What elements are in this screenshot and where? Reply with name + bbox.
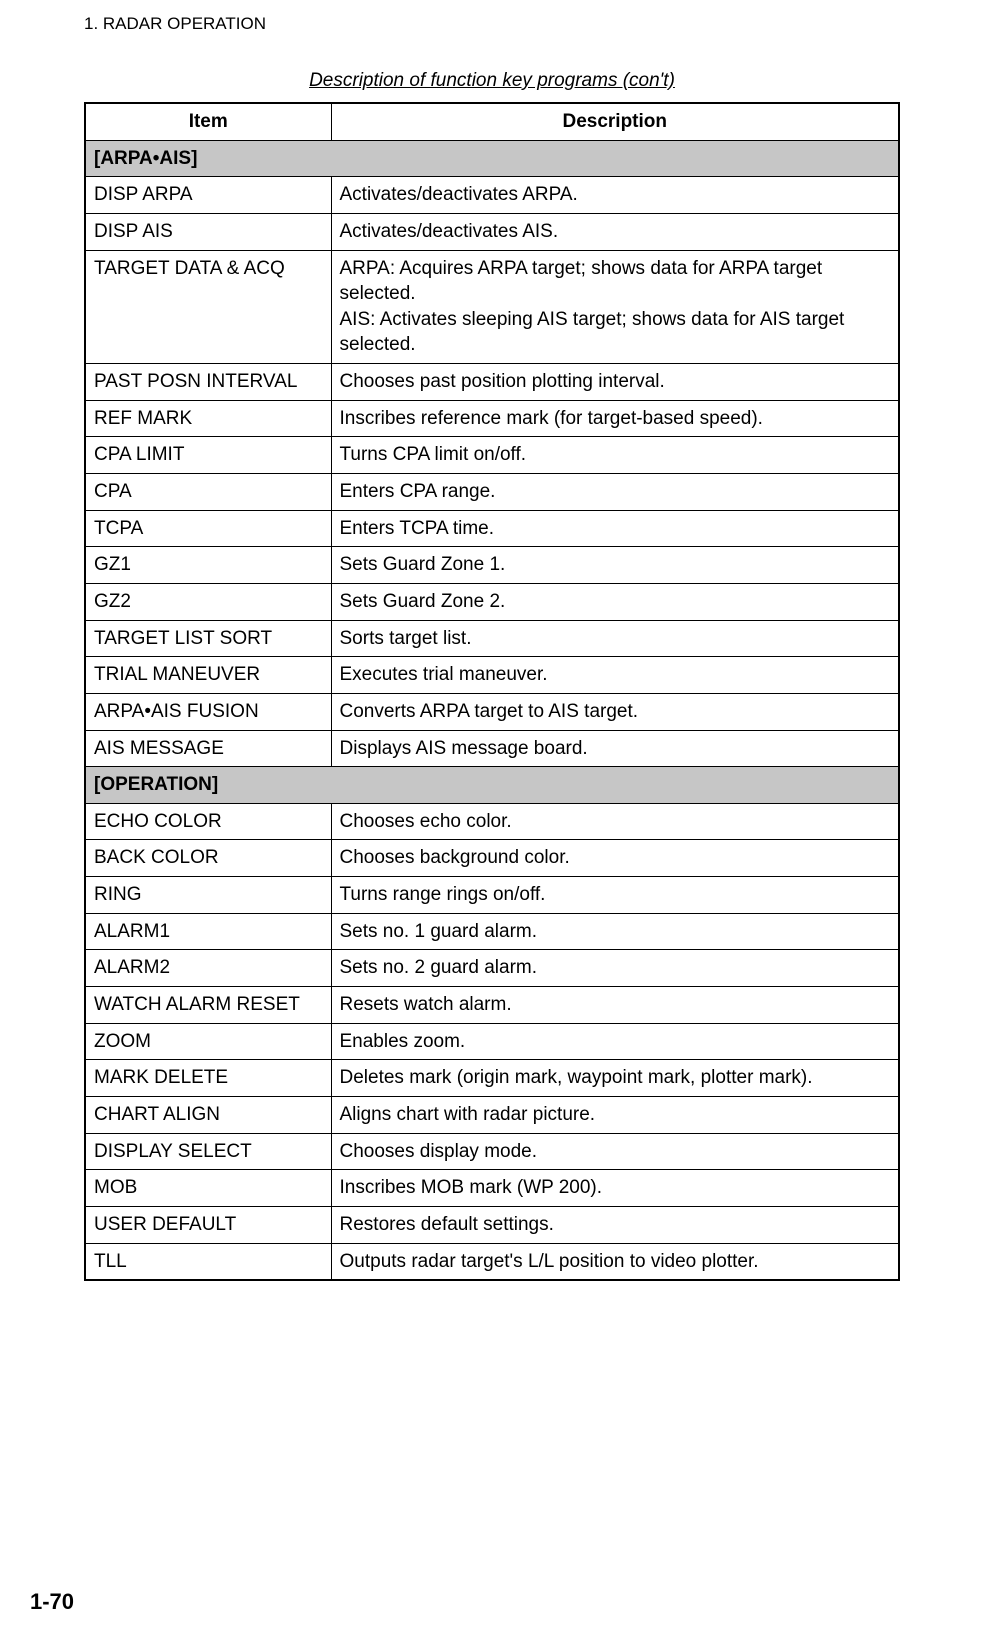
- description-cell: Sets Guard Zone 1.: [331, 547, 899, 584]
- table-row: GZ1Sets Guard Zone 1.: [85, 547, 899, 584]
- item-cell: WATCH ALARM RESET: [85, 987, 331, 1024]
- description-cell: Displays AIS message board.: [331, 730, 899, 767]
- item-cell: DISP ARPA: [85, 177, 331, 214]
- table-row: TCPAEnters TCPA time.: [85, 510, 899, 547]
- table-row: ZOOMEnables zoom.: [85, 1023, 899, 1060]
- description-cell: Inscribes MOB mark (WP 200).: [331, 1170, 899, 1207]
- section-cell: [ARPA•AIS]: [85, 140, 899, 177]
- page: 1. RADAR OPERATION Description of functi…: [0, 0, 984, 1633]
- item-cell: TARGET DATA & ACQ: [85, 250, 331, 364]
- table-caption: Description of function key programs (co…: [84, 70, 900, 92]
- description-cell: Enters CPA range.: [331, 474, 899, 511]
- table-row: [ARPA•AIS]: [85, 140, 899, 177]
- description-cell: Converts ARPA target to AIS target.: [331, 693, 899, 730]
- table-row: ARPA•AIS FUSIONConverts ARPA target to A…: [85, 693, 899, 730]
- description-cell: Activates/deactivates AIS.: [331, 213, 899, 250]
- table-row: MARK DELETEDeletes mark (origin mark, wa…: [85, 1060, 899, 1097]
- description-cell: Sorts target list.: [331, 620, 899, 657]
- description-cell: Chooses background color.: [331, 840, 899, 877]
- header-item: Item: [85, 103, 331, 140]
- item-cell: REF MARK: [85, 400, 331, 437]
- table-row: DISPLAY SELECTChooses display mode.: [85, 1133, 899, 1170]
- table-row: REF MARKInscribes reference mark (for ta…: [85, 400, 899, 437]
- table-row: BACK COLORChooses background color.: [85, 840, 899, 877]
- item-cell: BACK COLOR: [85, 840, 331, 877]
- item-cell: USER DEFAULT: [85, 1206, 331, 1243]
- description-cell: Restores default settings.: [331, 1206, 899, 1243]
- item-cell: CPA LIMIT: [85, 437, 331, 474]
- description-cell: Turns range rings on/off.: [331, 877, 899, 914]
- description-cell: Sets Guard Zone 2.: [331, 583, 899, 620]
- description-cell: Deletes mark (origin mark, waypoint mark…: [331, 1060, 899, 1097]
- description-cell: Chooses echo color.: [331, 803, 899, 840]
- table-row: DISP AISActivates/deactivates AIS.: [85, 213, 899, 250]
- item-cell: AIS MESSAGE: [85, 730, 331, 767]
- description-cell: ARPA: Acquires ARPA target; shows data f…: [331, 250, 899, 364]
- item-cell: TRIAL MANEUVER: [85, 657, 331, 694]
- table-row: TARGET DATA & ACQARPA: Acquires ARPA tar…: [85, 250, 899, 364]
- table-row: MOBInscribes MOB mark (WP 200).: [85, 1170, 899, 1207]
- table-row: GZ2Sets Guard Zone 2.: [85, 583, 899, 620]
- description-cell: Outputs radar target's L/L position to v…: [331, 1243, 899, 1280]
- function-key-table: Item Description [ARPA•AIS]DISP ARPAActi…: [84, 102, 900, 1281]
- table-row: CPA LIMITTurns CPA limit on/off.: [85, 437, 899, 474]
- description-cell: Sets no. 1 guard alarm.: [331, 913, 899, 950]
- header-row: Item Description: [85, 103, 899, 140]
- table-row: TLLOutputs radar target's L/L position t…: [85, 1243, 899, 1280]
- description-cell: Executes trial maneuver.: [331, 657, 899, 694]
- item-cell: GZ2: [85, 583, 331, 620]
- table-row: RINGTurns range rings on/off.: [85, 877, 899, 914]
- item-cell: MARK DELETE: [85, 1060, 331, 1097]
- running-head: 1. RADAR OPERATION: [84, 14, 900, 34]
- description-cell: Enters TCPA time.: [331, 510, 899, 547]
- table-row: CPAEnters CPA range.: [85, 474, 899, 511]
- description-cell: Activates/deactivates ARPA.: [331, 177, 899, 214]
- table-row: DISP ARPAActivates/deactivates ARPA.: [85, 177, 899, 214]
- item-cell: ALARM2: [85, 950, 331, 987]
- item-cell: MOB: [85, 1170, 331, 1207]
- item-cell: DISP AIS: [85, 213, 331, 250]
- table-row: PAST POSN INTERVALChooses past position …: [85, 364, 899, 401]
- section-cell: [OPERATION]: [85, 767, 899, 804]
- table-row: ALARM1Sets no. 1 guard alarm.: [85, 913, 899, 950]
- description-cell: Enables zoom.: [331, 1023, 899, 1060]
- table-row: CHART ALIGNAligns chart with radar pictu…: [85, 1096, 899, 1133]
- description-cell: Resets watch alarm.: [331, 987, 899, 1024]
- table-row: TRIAL MANEUVERExecutes trial maneuver.: [85, 657, 899, 694]
- item-cell: PAST POSN INTERVAL: [85, 364, 331, 401]
- table-row: [OPERATION]: [85, 767, 899, 804]
- description-cell: Turns CPA limit on/off.: [331, 437, 899, 474]
- header-description: Description: [331, 103, 899, 140]
- item-cell: ARPA•AIS FUSION: [85, 693, 331, 730]
- description-cell: Sets no. 2 guard alarm.: [331, 950, 899, 987]
- table-row: WATCH ALARM RESETResets watch alarm.: [85, 987, 899, 1024]
- table-row: ALARM2Sets no. 2 guard alarm.: [85, 950, 899, 987]
- table-row: ECHO COLORChooses echo color.: [85, 803, 899, 840]
- item-cell: TARGET LIST SORT: [85, 620, 331, 657]
- item-cell: CHART ALIGN: [85, 1096, 331, 1133]
- item-cell: TCPA: [85, 510, 331, 547]
- item-cell: ECHO COLOR: [85, 803, 331, 840]
- item-cell: DISPLAY SELECT: [85, 1133, 331, 1170]
- description-cell: Aligns chart with radar picture.: [331, 1096, 899, 1133]
- table-row: USER DEFAULTRestores default settings.: [85, 1206, 899, 1243]
- description-cell: Chooses past position plotting interval.: [331, 364, 899, 401]
- description-cell: Inscribes reference mark (for target-bas…: [331, 400, 899, 437]
- table-row: AIS MESSAGEDisplays AIS message board.: [85, 730, 899, 767]
- page-number: 1-70: [30, 1589, 74, 1615]
- item-cell: ZOOM: [85, 1023, 331, 1060]
- item-cell: TLL: [85, 1243, 331, 1280]
- item-cell: GZ1: [85, 547, 331, 584]
- item-cell: CPA: [85, 474, 331, 511]
- table-row: TARGET LIST SORTSorts target list.: [85, 620, 899, 657]
- item-cell: ALARM1: [85, 913, 331, 950]
- item-cell: RING: [85, 877, 331, 914]
- description-cell: Chooses display mode.: [331, 1133, 899, 1170]
